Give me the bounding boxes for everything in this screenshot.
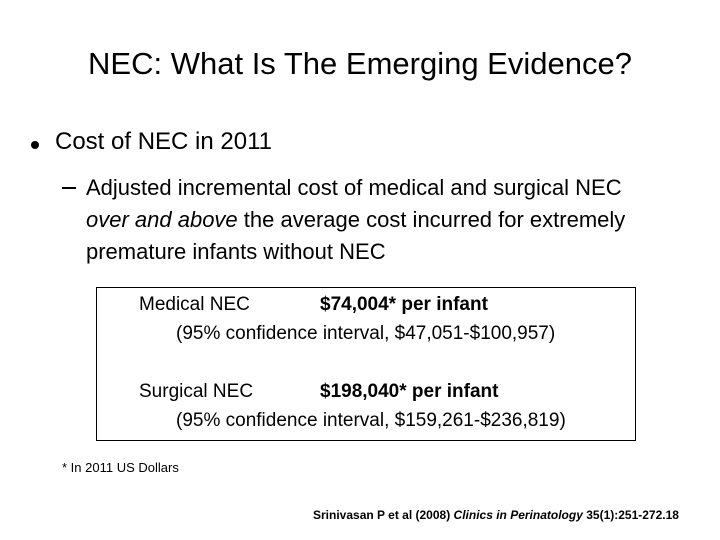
cost-label: Medical NEC [139, 294, 250, 315]
slide-title: NEC: What Is The Emerging Evidence? [88, 46, 632, 81]
footnote: * In 2011 US Dollars [62, 460, 179, 475]
cost-value: $74,004* per infant [320, 294, 488, 315]
sub-text: Adjusted incremental cost of medical and… [86, 175, 622, 200]
bullet-text: Cost of NEC in 2011 [55, 128, 272, 155]
sub-emphasis: over and above [86, 207, 238, 232]
confidence-interval: (95% confidence interval, $47,051-$100,9… [176, 323, 556, 344]
sub-text: the average cost incurred for extremely … [86, 207, 626, 264]
cost-box [96, 287, 636, 441]
bullet-dot [31, 141, 39, 149]
citation-journal: Clinics in Perinatology [453, 508, 583, 522]
cost-value: $198,040* per infant [320, 381, 499, 402]
sub-bullet-dash [62, 187, 76, 189]
citation: Srinivasan P et al (2008) Clinics in Per… [313, 508, 679, 522]
cost-label: Surgical NEC [139, 381, 254, 402]
sub-bullet: Adjusted incremental cost of medical and… [86, 172, 666, 268]
citation-authors: Srinivasan P et al (2008) [313, 508, 454, 522]
citation-details: 35(1):251-272.18 [582, 508, 679, 522]
confidence-interval: (95% confidence interval, $159,261-$236,… [176, 410, 566, 431]
